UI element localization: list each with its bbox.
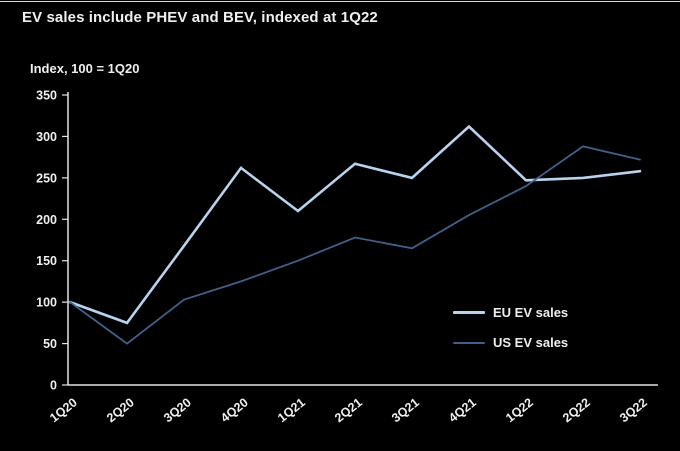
chart-title: EV sales include PHEV and BEV, indexed a… bbox=[22, 9, 378, 26]
x-tick-label: 2Q22 bbox=[560, 395, 593, 425]
legend-item-us-ev-sales: US EV sales bbox=[453, 334, 568, 351]
y-tick-label: 100 bbox=[36, 296, 57, 310]
legend-line-swatch bbox=[453, 311, 485, 314]
y-tick-label: 150 bbox=[36, 254, 57, 268]
legend-item-eu-ev-sales: EU EV sales bbox=[453, 304, 568, 321]
series-line-us-ev-sales bbox=[69, 145, 641, 345]
x-tick-label: 2Q21 bbox=[332, 395, 365, 425]
y-tick-label: 50 bbox=[43, 337, 57, 351]
y-tick-label: 300 bbox=[36, 130, 57, 144]
x-tick-label: 4Q21 bbox=[446, 395, 479, 425]
top-divider bbox=[0, 1, 680, 2]
y-tick-label: 350 bbox=[36, 89, 57, 103]
legend-label: EU EV sales bbox=[493, 305, 569, 320]
y-tick-label: 200 bbox=[36, 213, 57, 227]
x-tick-label: 1Q21 bbox=[275, 395, 308, 425]
y-axis-unit-label: Index, 100 = 1Q20 bbox=[30, 61, 140, 76]
x-tick-label: 2Q20 bbox=[104, 395, 137, 425]
series-line-eu-ev-sales bbox=[68, 124, 642, 325]
x-tick-label: 3Q21 bbox=[389, 395, 422, 425]
x-tick-label: 4Q20 bbox=[218, 395, 251, 425]
legend-line-swatch bbox=[453, 341, 485, 344]
x-tick-label: 3Q22 bbox=[617, 395, 650, 425]
y-tick-label: 250 bbox=[36, 171, 57, 185]
y-tick-label: 0 bbox=[50, 379, 57, 393]
x-tick-label: 1Q20 bbox=[47, 395, 80, 425]
legend-label: US EV sales bbox=[493, 335, 569, 350]
chart-legend: EU EV sales US EV sales bbox=[453, 304, 568, 351]
x-tick-label: 3Q20 bbox=[161, 395, 194, 425]
x-tick-label: 1Q22 bbox=[503, 395, 536, 425]
